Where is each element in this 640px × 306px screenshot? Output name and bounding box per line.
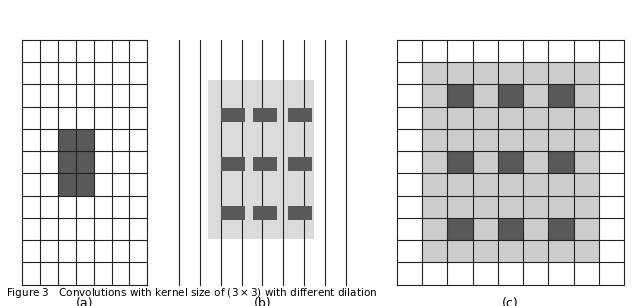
Bar bbox=[221, 108, 245, 122]
Bar bbox=[447, 84, 472, 106]
Bar bbox=[498, 151, 523, 173]
Bar bbox=[498, 84, 523, 106]
Bar bbox=[58, 151, 76, 173]
Bar bbox=[447, 151, 472, 173]
Bar bbox=[447, 218, 472, 240]
Bar bbox=[548, 196, 573, 218]
Bar bbox=[573, 240, 599, 262]
Bar bbox=[22, 40, 147, 285]
Bar bbox=[498, 106, 523, 129]
Bar bbox=[447, 84, 472, 106]
Bar bbox=[288, 108, 312, 122]
Bar bbox=[76, 129, 93, 151]
Bar bbox=[422, 173, 447, 196]
Bar bbox=[472, 196, 498, 218]
Bar bbox=[523, 196, 548, 218]
Bar bbox=[498, 62, 523, 84]
Bar bbox=[422, 84, 447, 106]
Bar bbox=[447, 240, 472, 262]
Bar bbox=[472, 62, 498, 84]
Bar bbox=[573, 129, 599, 151]
Bar bbox=[472, 173, 498, 196]
Text: (b): (b) bbox=[253, 297, 271, 306]
Bar bbox=[422, 151, 447, 173]
Bar bbox=[221, 206, 245, 220]
Bar bbox=[253, 206, 277, 220]
Bar bbox=[548, 173, 573, 196]
Bar bbox=[523, 218, 548, 240]
Bar bbox=[523, 151, 548, 173]
Bar bbox=[422, 196, 447, 218]
Bar bbox=[422, 129, 447, 151]
Bar bbox=[548, 62, 573, 84]
Bar bbox=[397, 40, 624, 285]
Bar bbox=[498, 129, 523, 151]
Bar bbox=[498, 151, 523, 173]
Bar bbox=[447, 129, 472, 151]
Bar bbox=[422, 106, 447, 129]
Bar bbox=[573, 151, 599, 173]
Bar bbox=[472, 218, 498, 240]
Bar bbox=[523, 240, 548, 262]
Bar bbox=[498, 84, 523, 106]
Bar bbox=[523, 129, 548, 151]
Bar bbox=[498, 218, 523, 240]
Bar bbox=[523, 84, 548, 106]
Bar bbox=[523, 106, 548, 129]
Bar bbox=[253, 108, 277, 122]
Bar bbox=[523, 173, 548, 196]
Bar bbox=[548, 84, 573, 106]
Bar bbox=[548, 129, 573, 151]
Bar bbox=[76, 173, 93, 196]
Bar bbox=[472, 240, 498, 262]
Bar bbox=[548, 218, 573, 240]
Bar bbox=[422, 218, 447, 240]
Bar bbox=[447, 106, 472, 129]
Bar bbox=[573, 84, 599, 106]
Bar bbox=[288, 157, 312, 171]
Bar bbox=[288, 206, 312, 220]
Bar bbox=[548, 151, 573, 173]
Bar bbox=[573, 173, 599, 196]
Bar bbox=[498, 240, 523, 262]
Bar bbox=[548, 84, 573, 106]
Bar bbox=[472, 106, 498, 129]
Bar bbox=[76, 151, 93, 173]
Bar bbox=[58, 173, 76, 196]
Bar bbox=[548, 218, 573, 240]
Bar bbox=[447, 62, 472, 84]
Text: (c): (c) bbox=[502, 297, 519, 306]
Bar bbox=[548, 151, 573, 173]
Bar bbox=[221, 157, 245, 171]
Bar bbox=[472, 84, 498, 106]
Bar bbox=[498, 173, 523, 196]
Bar bbox=[208, 80, 314, 239]
Text: (a): (a) bbox=[76, 297, 93, 306]
Bar bbox=[498, 196, 523, 218]
Bar bbox=[498, 218, 523, 240]
Text: Figure 3   Convolutions with kernel size of $(3 \times 3)$ with different dilati: Figure 3 Convolutions with kernel size o… bbox=[6, 286, 378, 300]
Bar bbox=[447, 151, 472, 173]
Bar bbox=[472, 129, 498, 151]
Bar bbox=[548, 240, 573, 262]
Bar bbox=[573, 62, 599, 84]
Bar bbox=[422, 62, 447, 84]
Bar bbox=[523, 62, 548, 84]
Bar bbox=[472, 151, 498, 173]
Bar bbox=[573, 196, 599, 218]
Bar bbox=[422, 240, 447, 262]
Bar bbox=[548, 106, 573, 129]
Bar bbox=[573, 218, 599, 240]
Bar bbox=[253, 157, 277, 171]
Bar bbox=[447, 196, 472, 218]
Bar bbox=[573, 106, 599, 129]
Bar bbox=[58, 129, 76, 151]
Bar bbox=[447, 218, 472, 240]
Bar bbox=[447, 173, 472, 196]
